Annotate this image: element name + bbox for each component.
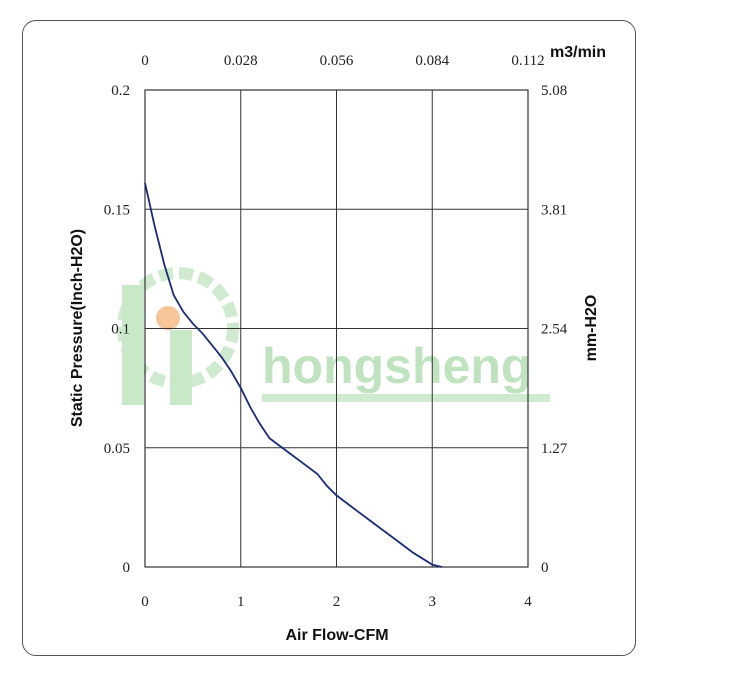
right-tick-label: 0 [541,560,549,576]
x-tick-label: 4 [524,594,532,610]
watermark-letter-k-stem [170,330,192,405]
top-tick-label: 0.028 [224,53,258,69]
top-axis-title: m3/min [550,44,606,61]
right-axis-title: mm-H2O [583,295,600,362]
right-tick-label: 2.54 [541,322,568,338]
y-axis-ticks: 0 0.05 0.1 0.15 0.2 [104,83,130,576]
right-tick-label: 1.27 [541,441,568,457]
y-tick-label: 0.05 [104,441,130,457]
hongsheng-logo-watermark: hongsheng [117,267,550,405]
right-tick-label: 5.08 [541,83,567,99]
watermark-accent-dot [156,306,180,330]
top-tick-label: 0.056 [320,53,354,69]
y-tick-label: 0.15 [104,202,130,218]
y-tick-label: 0 [123,560,131,576]
top-tick-label: 0.112 [511,53,544,69]
y-axis-title: Static Pressure(Inch-H2O) [69,229,86,427]
x-tick-label: 2 [333,594,341,610]
chart-frame [22,20,636,656]
right-axis-ticks: 0 1.27 2.54 3.81 5.08 [541,83,568,576]
top-tick-label: 0 [141,53,149,69]
x-tick-label: 0 [141,594,149,610]
x-axis-title: Air Flow-CFM [285,627,388,644]
top-tick-label: 0.084 [415,53,449,69]
right-tick-label: 3.81 [541,202,567,218]
y-tick-label: 0.1 [111,322,130,338]
x-axis-ticks: 0 1 2 3 4 [141,594,532,610]
watermark-letter-h-stem [122,285,144,405]
top-axis-ticks: 0 0.028 0.056 0.084 0.112 [141,53,544,69]
gridlines [145,90,528,567]
watermark-text: hongsheng [262,338,531,394]
x-tick-label: 1 [237,594,245,610]
watermark-underline [262,394,550,402]
x-tick-label: 3 [429,594,437,610]
series-line [144,182,443,568]
y-tick-label: 0.2 [111,83,130,99]
